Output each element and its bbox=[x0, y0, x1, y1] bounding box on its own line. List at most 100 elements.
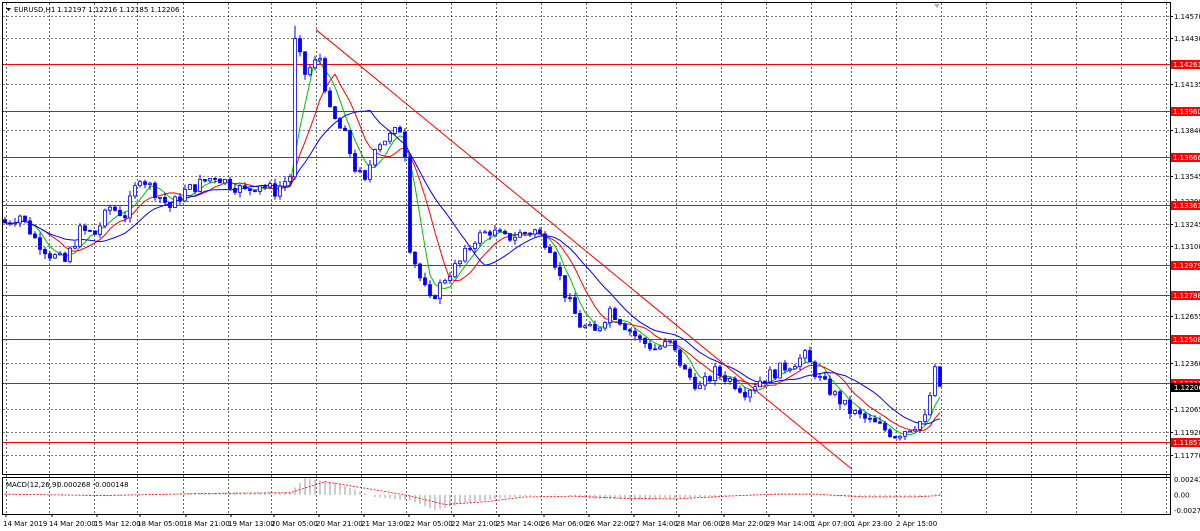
candle-body bbox=[523, 231, 527, 234]
candle-body bbox=[608, 308, 612, 323]
candle-body bbox=[773, 369, 777, 379]
candle bbox=[793, 363, 797, 370]
candle-body bbox=[593, 324, 597, 331]
candle-body bbox=[408, 156, 412, 253]
candle-body bbox=[908, 430, 912, 433]
candle-body bbox=[648, 343, 652, 350]
trend-line[interactable] bbox=[315, 29, 853, 470]
candle-body bbox=[803, 350, 807, 359]
candle-body bbox=[13, 222, 17, 225]
time-tick-label: 25 Mar 14:00 bbox=[496, 520, 543, 528]
candle-body bbox=[178, 196, 182, 202]
candle bbox=[333, 105, 337, 120]
candle bbox=[723, 371, 727, 385]
time-tick-label: 15 Mar 12:00 bbox=[94, 520, 141, 528]
candle bbox=[658, 344, 662, 351]
candle-body bbox=[713, 366, 717, 381]
candle-body bbox=[873, 418, 877, 423]
candle-body bbox=[453, 263, 457, 278]
candle bbox=[543, 231, 547, 250]
candle-body bbox=[928, 395, 932, 416]
candle bbox=[368, 160, 372, 183]
candle-body bbox=[128, 195, 132, 219]
candle bbox=[313, 55, 317, 71]
candle bbox=[863, 412, 867, 423]
candle bbox=[893, 435, 897, 439]
candle-body bbox=[933, 366, 937, 396]
candle-body bbox=[878, 421, 882, 424]
candle-body bbox=[673, 340, 677, 351]
triangle-down-icon bbox=[6, 8, 11, 11]
candle bbox=[458, 260, 462, 268]
time-tick-label: 18 Mar 05:00 bbox=[137, 520, 184, 528]
candle-body bbox=[498, 229, 502, 232]
candle bbox=[248, 188, 252, 196]
candle bbox=[278, 181, 282, 200]
candle bbox=[88, 229, 92, 233]
candle bbox=[593, 320, 597, 331]
candle bbox=[73, 241, 77, 250]
candle-body bbox=[248, 188, 252, 191]
candle bbox=[498, 227, 502, 232]
candle-body bbox=[258, 185, 262, 192]
candle bbox=[408, 153, 412, 254]
candle-body bbox=[213, 178, 217, 180]
candle-body bbox=[913, 428, 917, 432]
candle-body bbox=[208, 178, 212, 182]
candle-body bbox=[503, 230, 507, 235]
candle bbox=[713, 363, 717, 386]
candle bbox=[533, 228, 537, 238]
candle bbox=[838, 390, 842, 409]
horizontal-levels[interactable] bbox=[3, 64, 1170, 443]
candle bbox=[538, 227, 542, 235]
candle bbox=[768, 366, 772, 383]
candle-body bbox=[83, 225, 87, 231]
candle bbox=[703, 372, 707, 391]
candle bbox=[843, 399, 847, 406]
candle bbox=[758, 376, 762, 388]
candle-body bbox=[403, 131, 407, 158]
candle bbox=[153, 181, 157, 201]
candle bbox=[778, 362, 782, 379]
candle-body bbox=[808, 350, 812, 363]
candle-body bbox=[373, 149, 377, 166]
candle-body bbox=[798, 357, 802, 368]
price-tick-label: 1.12065 bbox=[1174, 406, 1200, 414]
candle bbox=[643, 337, 647, 348]
candle-body bbox=[113, 206, 117, 211]
candle-body bbox=[463, 248, 467, 262]
candle-body bbox=[223, 178, 227, 184]
candle-body bbox=[793, 366, 797, 370]
candle bbox=[673, 340, 677, 353]
level-price-label: 1.11857 bbox=[1173, 439, 1200, 447]
macd-axis-ticks: 0.002438 0.00 -0.00277 bbox=[1174, 476, 1200, 515]
candle bbox=[883, 420, 887, 432]
candle-body bbox=[98, 225, 102, 235]
candle-body bbox=[633, 330, 637, 337]
candle bbox=[548, 243, 552, 254]
candle-body bbox=[718, 366, 722, 377]
candle-body bbox=[678, 349, 682, 366]
candle-body bbox=[638, 335, 642, 339]
candle-body bbox=[938, 366, 942, 387]
candle-body bbox=[343, 127, 347, 132]
candle bbox=[308, 64, 312, 77]
candle bbox=[508, 233, 512, 243]
candle-body bbox=[838, 391, 842, 405]
candle bbox=[253, 190, 257, 193]
candle bbox=[288, 174, 292, 186]
candle-body bbox=[683, 364, 687, 370]
macd-tick-label: -0.00277 bbox=[1174, 507, 1200, 515]
candle-body bbox=[743, 391, 747, 398]
candle-body bbox=[688, 368, 692, 378]
candle bbox=[578, 310, 582, 328]
candle bbox=[933, 363, 937, 397]
price-tick-label: 1.14570 bbox=[1174, 13, 1200, 21]
candle-body bbox=[388, 133, 392, 142]
triangle-down-icon[interactable] bbox=[934, 4, 940, 8]
candle bbox=[243, 182, 247, 191]
candle-body bbox=[298, 38, 302, 53]
candle bbox=[323, 56, 327, 94]
